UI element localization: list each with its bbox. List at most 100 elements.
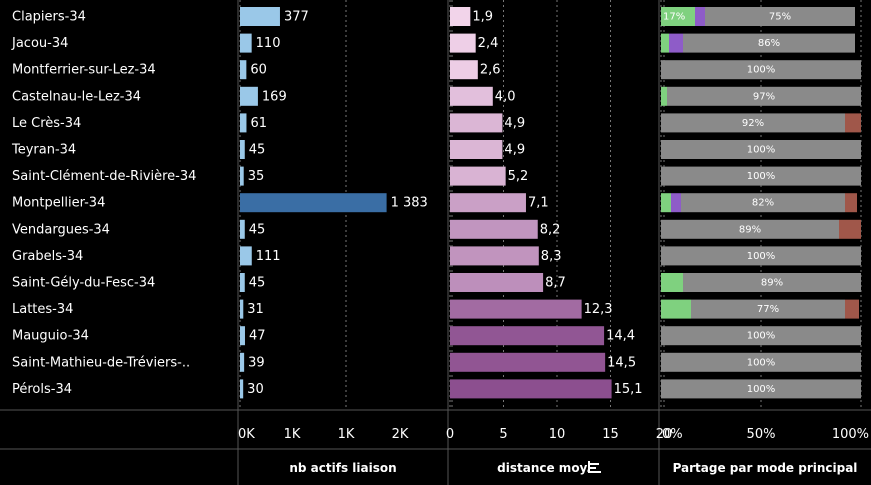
segment-mode-gray <box>667 86 861 106</box>
bar-nb-actifs <box>240 352 245 372</box>
bar-distance <box>450 273 544 292</box>
tick-label-distance: 5 <box>499 427 507 442</box>
segment-mode-gray <box>661 113 845 133</box>
tick-label-nb-actifs: 2K <box>392 427 409 442</box>
category-label: Jacou-34 <box>11 36 68 51</box>
data-label-distance: 15,1 <box>614 382 643 397</box>
segment-mode-gray <box>661 246 861 266</box>
segment-mode-gray <box>661 379 861 399</box>
bar-nb-actifs <box>240 86 258 106</box>
bar-nb-actifs <box>240 326 245 346</box>
data-label-distance: 14,5 <box>607 355 636 370</box>
category-label: Lattes-34 <box>12 302 73 317</box>
category-label: Pérols-34 <box>12 382 72 397</box>
data-label-nb-actifs: 39 <box>248 355 265 370</box>
segment-mode-red <box>839 219 861 239</box>
data-label-distance: 8,3 <box>541 249 562 264</box>
bar-nb-actifs <box>240 246 252 266</box>
category-label: Saint-Mathieu-de-Tréviers-.. <box>12 355 190 370</box>
sort-descending-icon <box>588 461 590 473</box>
category-label: Montferrier-sur-Lez-34 <box>12 63 156 78</box>
axis-title-mode: Partage par mode principal <box>673 461 858 475</box>
segment-mode-purple <box>669 33 683 53</box>
bar-nb-actifs <box>240 166 244 186</box>
segment-mode-green <box>661 299 691 319</box>
category-label: Grabels-34 <box>12 249 83 264</box>
segment-mode-red <box>845 113 861 133</box>
segment-mode-red <box>845 193 857 213</box>
bar-nb-actifs <box>240 140 245 159</box>
segment-mode-gray <box>705 7 855 26</box>
data-label-distance: 2,4 <box>478 36 499 51</box>
data-label-distance: 5,2 <box>508 169 529 184</box>
tick-label-nb-actifs: 1K <box>338 427 355 442</box>
category-label: Saint-Clément-de-Rivière-34 <box>12 169 196 184</box>
category-label: Le Crès-34 <box>12 116 81 131</box>
category-label: Saint-Gély-du-Fesc-34 <box>12 276 155 291</box>
bar-distance <box>450 33 476 53</box>
data-label-nb-actifs: 31 <box>247 302 264 317</box>
segment-mode-purple <box>671 193 681 213</box>
data-label-nb-actifs: 45 <box>249 143 266 158</box>
bar-nb-actifs <box>240 299 244 319</box>
bar-distance <box>450 326 605 346</box>
data-label-distance: 2,6 <box>480 63 501 78</box>
axis-title-distance: distance moy. <box>497 461 591 475</box>
data-label-mode: 100% <box>747 171 776 182</box>
data-label-mode-green: 17% <box>663 12 685 23</box>
tick-label-mode: 100% <box>832 427 869 442</box>
data-label-nb-actifs: 47 <box>249 329 266 344</box>
sort-descending-icon <box>590 471 601 473</box>
data-label-mode: 97% <box>753 91 775 102</box>
sort-descending-icon <box>590 463 599 465</box>
tick-label-distance: 20 <box>656 427 673 442</box>
tick-label-distance: 15 <box>602 427 619 442</box>
data-label-nb-actifs: 377 <box>284 10 309 25</box>
data-label-mode: 82% <box>752 198 774 209</box>
bar-nb-actifs <box>240 7 280 26</box>
data-label-mode: 92% <box>742 118 764 129</box>
bar-distance <box>450 113 503 133</box>
data-label-mode: 100% <box>747 65 776 76</box>
data-label-mode: 100% <box>747 331 776 342</box>
bar-distance <box>450 86 493 106</box>
data-label-nb-actifs: 35 <box>248 169 265 184</box>
bar-distance <box>450 166 506 186</box>
tick-label-distance: 10 <box>549 427 566 442</box>
segment-mode-gray <box>661 140 861 159</box>
bar-nb-actifs <box>240 219 245 239</box>
data-label-mode: 100% <box>747 384 776 395</box>
bar-nb-actifs <box>240 60 247 80</box>
data-label-distance: 1,9 <box>472 10 493 25</box>
data-label-distance: 12,3 <box>584 302 613 317</box>
bar-nb-actifs <box>240 33 252 53</box>
segment-mode-gray <box>661 219 839 239</box>
bar-distance <box>450 299 582 319</box>
data-label-mode: 89% <box>761 278 783 289</box>
tick-label-mode: 0% <box>662 427 683 442</box>
bar-distance <box>450 246 539 266</box>
segment-mode-gray <box>691 299 845 319</box>
data-label-distance: 8,7 <box>545 276 566 291</box>
data-label-distance: 4,0 <box>495 89 516 104</box>
data-label-nb-actifs: 30 <box>247 382 264 397</box>
segment-mode-gray <box>683 33 855 53</box>
data-label-nb-actifs: 45 <box>249 276 266 291</box>
bar-distance <box>450 193 526 213</box>
segment-mode-gray <box>661 326 861 346</box>
category-label: Montpellier-34 <box>12 196 105 211</box>
data-label-mode: 100% <box>747 357 776 368</box>
segment-mode-gray <box>661 60 861 80</box>
data-label-distance: 7,1 <box>528 196 549 211</box>
segment-mode-gray <box>683 273 861 292</box>
data-label-mode: 100% <box>747 145 776 156</box>
tick-label-distance: 0 <box>446 427 454 442</box>
data-label-mode: 89% <box>739 224 761 235</box>
bar-distance <box>450 140 503 159</box>
data-label-mode: 77% <box>757 304 779 315</box>
bar-nb-actifs <box>240 193 387 213</box>
tick-label-nb-actifs: 1K <box>284 427 301 442</box>
axis-title-nb-actifs: nb actifs liaison <box>289 461 396 475</box>
bar-distance <box>450 60 478 80</box>
